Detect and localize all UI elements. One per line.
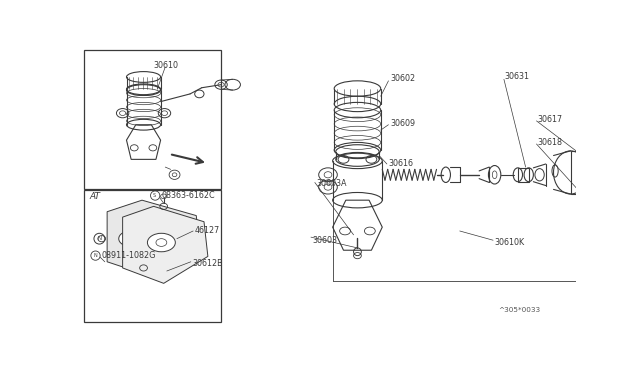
Text: 30609: 30609 bbox=[390, 119, 415, 128]
Text: S: S bbox=[153, 193, 156, 198]
Polygon shape bbox=[123, 206, 208, 283]
Text: 30631: 30631 bbox=[505, 73, 530, 81]
Bar bbox=[84, 190, 221, 322]
Bar bbox=[518, 168, 529, 182]
Text: 30610: 30610 bbox=[154, 61, 179, 70]
Bar bbox=[84, 50, 221, 189]
Text: ^305*0033: ^305*0033 bbox=[499, 307, 541, 312]
Text: 08911-1082G: 08911-1082G bbox=[102, 251, 156, 260]
Bar bbox=[571, 151, 586, 194]
Text: 30603: 30603 bbox=[312, 236, 337, 245]
Text: 30602: 30602 bbox=[390, 74, 415, 83]
Text: N: N bbox=[93, 253, 97, 258]
Text: 30617: 30617 bbox=[537, 115, 563, 124]
Text: 30610K: 30610K bbox=[495, 238, 525, 247]
Text: AT: AT bbox=[90, 192, 100, 201]
Text: 46127: 46127 bbox=[195, 227, 220, 235]
Polygon shape bbox=[107, 200, 200, 277]
Ellipse shape bbox=[147, 233, 175, 252]
Text: N: N bbox=[97, 236, 101, 241]
Text: 30616: 30616 bbox=[388, 159, 413, 168]
Text: 08363-6162C: 08363-6162C bbox=[161, 191, 215, 200]
Text: 30618: 30618 bbox=[537, 138, 563, 147]
Ellipse shape bbox=[119, 231, 142, 246]
Text: 30612B: 30612B bbox=[193, 259, 223, 268]
Text: 30603A: 30603A bbox=[316, 179, 347, 188]
